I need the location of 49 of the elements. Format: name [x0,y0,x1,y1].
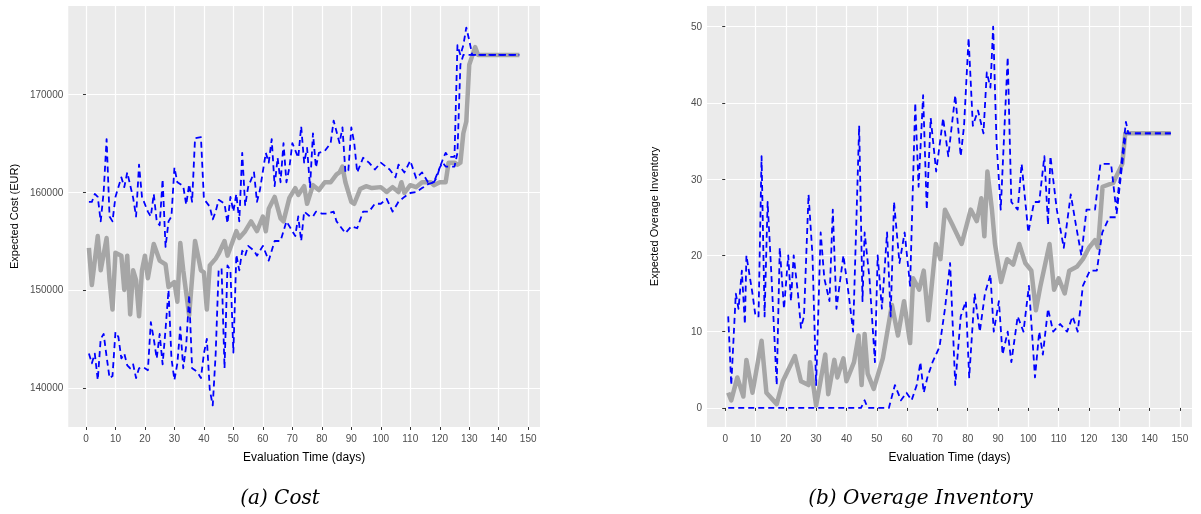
x-tick-label: 40 [840,432,853,444]
y-axis-title: Expected Cost (EUR) [7,163,20,270]
x-tick-label: 90 [992,432,1004,444]
x-tick-label: 20 [139,432,151,444]
text: (a) Cost [240,485,321,509]
x-axis-title: Evaluation Time (days) [888,450,1011,464]
x-tick-label: 110 [1050,432,1068,444]
x-tick-label: 10 [109,432,122,444]
x-tick-label: 140 [1141,432,1159,444]
x-tick-label: 60 [901,432,914,444]
y-tick-label: 160000 [29,186,64,198]
x-axis-title: Evaluation Time (days) [243,450,366,464]
x-tick-label: 60 [257,432,269,444]
x-tick-label: 100 [372,432,390,444]
x-tick-label: 0 [83,432,90,444]
line-series [86,44,522,319]
x-tick-label: 150 [1171,432,1189,444]
x-tick-label: 10 [749,432,762,444]
x-tick-label: 50 [227,432,240,444]
x-tick-label: 0 [722,432,729,444]
x-tick-label: 140 [490,432,508,444]
x-tick-label: 50 [871,432,883,444]
x-tick-label: 100 [1019,432,1038,444]
y-tick-label: 170000 [29,88,64,100]
x-tick-label: 130 [1110,432,1129,444]
x-tick-label: 30 [810,432,823,444]
x-tick-label: 120 [431,432,449,444]
x-tick-label: 130 [460,432,479,444]
y-tick-label: 10 [690,326,703,338]
x-tick-label: 120 [1080,432,1098,444]
x-tick-label: 70 [286,432,299,444]
x-tick-label: 80 [316,432,328,444]
y-tick-label: 0 [696,402,703,414]
y-tick-label: 30 [690,173,703,185]
x-tick-label: 40 [198,432,210,444]
x-tick-label: 20 [780,432,792,444]
x-tick-label: 30 [168,432,181,444]
x-tick-label: 150 [519,432,537,444]
y-tick-label: 50 [690,21,703,33]
x-tick-label: 90 [345,432,358,444]
y-tick-label: 150000 [29,284,64,296]
y-tick-label: 20 [690,249,703,261]
x-tick-label: 80 [962,432,974,444]
x-tick-label: 70 [931,432,944,444]
y-tick-label: 40 [690,97,703,109]
y-tick-label: 140000 [29,382,64,394]
text: (b) Overage Inventory [808,485,1034,509]
x-tick-label: 110 [402,432,419,444]
y-axis-title: Expected Overage Inventory [647,146,660,287]
